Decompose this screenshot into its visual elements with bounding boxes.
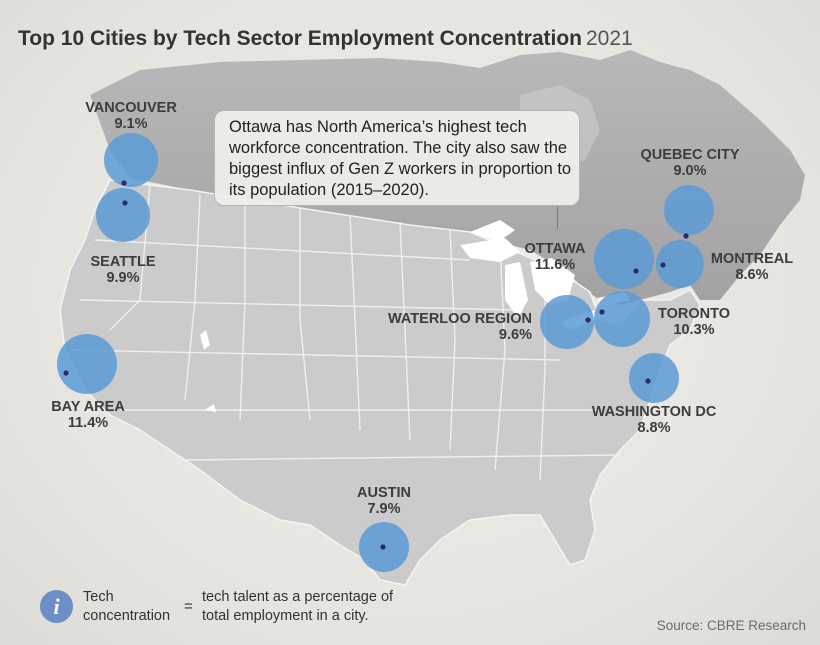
city-name: BAY AREA	[51, 399, 125, 415]
city-name: MONTREAL	[710, 251, 794, 267]
label-waterloo-region: WATERLOO REGION 9.6%	[388, 311, 532, 343]
city-value: 9.6%	[498, 327, 532, 343]
label-austin: AUSTIN 7.9%	[357, 485, 411, 517]
city-name: WASHINGTON DC	[591, 404, 717, 420]
city-name: AUSTIN	[357, 485, 411, 501]
city-name: OTTAWA	[524, 241, 586, 257]
title-main: Top 10 Cities by Tech Sector Employment …	[18, 27, 582, 50]
legend-term: Tech concentration	[83, 589, 171, 624]
bubble-washington-dc[interactable]	[629, 353, 679, 403]
bubble-seattle[interactable]	[96, 188, 150, 242]
bubble-montreal[interactable]	[656, 240, 704, 288]
ottawa-callout: Ottawa has North America’s highest tech …	[214, 110, 580, 206]
marker-vancouver	[121, 180, 127, 186]
city-value: 7.9%	[367, 501, 401, 517]
title-year: 2021	[586, 27, 633, 50]
bubble-toronto[interactable]	[594, 291, 650, 347]
city-value: 9.1%	[114, 116, 148, 132]
bubble-waterloo[interactable]	[540, 295, 594, 349]
bubble-ottawa[interactable]	[594, 229, 654, 289]
city-value: 10.3%	[673, 322, 715, 338]
city-value: 8.8%	[637, 420, 671, 436]
label-vancouver: VANCOUVER 9.1%	[85, 100, 177, 132]
marker-montreal	[660, 262, 666, 268]
bubble-vancouver[interactable]	[104, 133, 158, 187]
city-name: SEATTLE	[90, 254, 156, 270]
marker-austin	[380, 544, 386, 550]
marker-seattle	[122, 200, 128, 206]
legend-equals: =	[184, 598, 193, 615]
label-toronto: TORONTO 10.3%	[658, 306, 730, 338]
chart-title: Top 10 Cities by Tech Sector Employment …	[18, 27, 633, 51]
city-value: 8.6%	[735, 267, 769, 283]
city-markers	[63, 180, 689, 550]
city-name: WATERLOO REGION	[388, 311, 532, 327]
label-seattle: SEATTLE 9.9%	[91, 254, 156, 286]
marker-bay-area	[63, 370, 69, 376]
city-bubbles	[57, 133, 714, 572]
great-salt-lake	[200, 330, 210, 350]
city-value: 11.6%	[534, 257, 576, 273]
legend-definition: tech talent as a percentage of total emp…	[202, 589, 394, 624]
bubble-bay-area[interactable]	[57, 334, 117, 394]
marker-toronto	[599, 309, 605, 315]
marker-washington-dc	[645, 378, 651, 384]
lake-mead	[205, 404, 216, 412]
bubble-quebec-city[interactable]	[664, 185, 714, 235]
city-name: TORONTO	[658, 306, 730, 322]
label-montreal: MONTREAL 8.6%	[711, 251, 793, 283]
city-value: 9.0%	[673, 163, 707, 179]
marker-ottawa	[633, 268, 639, 274]
label-quebec-city: QUEBEC CITY 9.0%	[640, 147, 739, 179]
city-name: VANCOUVER	[85, 100, 177, 116]
city-name: QUEBEC CITY	[640, 147, 740, 163]
city-value: 9.9%	[106, 270, 140, 286]
callout-pointer	[557, 207, 558, 229]
info-icon: i	[40, 590, 73, 623]
label-washington-dc: WASHINGTON DC 8.8%	[592, 404, 717, 436]
label-ottawa: OTTAWA 11.6%	[525, 241, 586, 273]
marker-waterloo	[585, 317, 591, 323]
city-value: 11.4%	[67, 415, 109, 431]
marker-quebec-city	[683, 233, 689, 239]
label-bay-area: BAY AREA 11.4%	[51, 399, 125, 431]
source-note: Source: CBRE Research	[656, 618, 806, 633]
